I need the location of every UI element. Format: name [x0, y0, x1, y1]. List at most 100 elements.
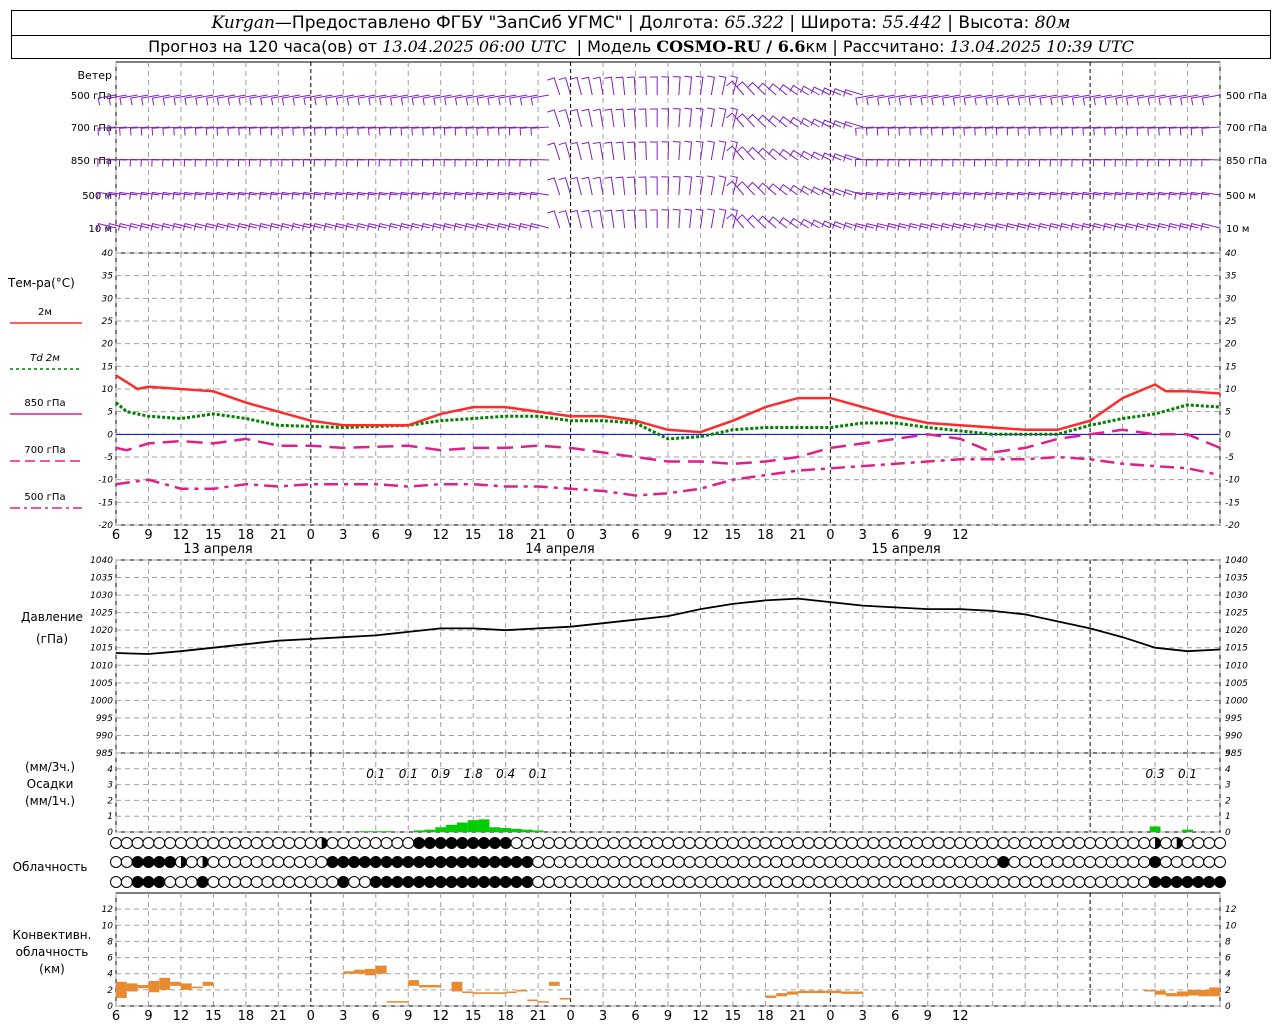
wind-barb — [1082, 94, 1102, 106]
wind-barb — [465, 158, 485, 167]
cloud-symbol — [1051, 837, 1064, 849]
wind-barb — [569, 209, 582, 229]
conv-bar — [364, 968, 376, 976]
wind-barb — [726, 145, 745, 161]
cloud-symbol — [770, 876, 783, 888]
cloud-symbol — [1051, 856, 1064, 868]
wind-barb — [973, 158, 993, 167]
wind-barb — [269, 191, 290, 200]
lon-label: Долгота: — [639, 13, 725, 33]
wind-barb — [509, 94, 528, 106]
cloud-symbol — [423, 856, 436, 868]
wind-barb — [519, 158, 539, 167]
wind-barb — [216, 158, 236, 167]
conv-bar — [462, 991, 474, 994]
cloud-symbol — [607, 856, 620, 868]
cloud-symbol — [120, 837, 133, 849]
conv-bar — [765, 995, 777, 998]
cloud-symbol — [488, 837, 501, 849]
wind-barb — [151, 158, 171, 167]
precip-3h-label: 0.1 — [399, 767, 418, 781]
wind-barb — [173, 94, 192, 106]
wind-barb — [951, 222, 972, 231]
wind-barb — [887, 126, 907, 136]
wind-barb — [581, 209, 593, 229]
wind-barb — [684, 75, 693, 96]
wind-barb — [799, 218, 820, 229]
wind-barb — [626, 176, 637, 196]
wind-barb — [1103, 191, 1123, 200]
cloud-symbol — [975, 856, 988, 868]
wind-barb — [172, 158, 192, 167]
wind-barb — [270, 94, 290, 106]
wind-barb — [389, 126, 409, 136]
wind-barb — [215, 191, 236, 200]
cloud-symbol — [618, 876, 631, 888]
wind-barb — [162, 94, 182, 106]
pressure-title: Давление — [21, 610, 83, 624]
wind-barb — [558, 177, 572, 196]
wind-barb — [530, 94, 550, 106]
wind-barb — [1038, 158, 1058, 167]
cloud-symbol — [672, 837, 685, 849]
wind-barb — [569, 108, 582, 128]
cloud-symbol — [986, 856, 999, 868]
cloud-symbol — [315, 856, 328, 868]
xtick-temp: 9 — [404, 528, 412, 543]
wind-barb — [963, 126, 982, 136]
wind-barb — [367, 158, 387, 167]
wind-barb — [898, 126, 917, 136]
cloud-symbol — [239, 876, 252, 888]
cloud-symbol — [867, 876, 880, 888]
wind-barb — [151, 94, 171, 106]
cloud-symbol — [1170, 876, 1183, 888]
wind-barb — [443, 126, 463, 136]
wind-barb — [875, 222, 896, 231]
cloud-symbol — [348, 837, 361, 849]
cloud-symbol — [532, 856, 545, 868]
cloud-symbol — [575, 837, 588, 849]
wind-level-label-right: 10 м — [1226, 224, 1249, 235]
conv-bar — [787, 991, 798, 995]
cloud-symbol — [142, 856, 155, 868]
conv-bar — [386, 1001, 409, 1003]
cloud-symbol — [878, 856, 891, 868]
conv-bar — [797, 990, 809, 994]
wind-barb — [1135, 222, 1156, 231]
model-unit: км — [805, 36, 828, 56]
wind-barb — [368, 94, 387, 106]
cloud-symbol — [867, 837, 880, 849]
precip-bar — [446, 824, 457, 832]
wind-barb — [908, 222, 928, 231]
wind-barb — [432, 126, 452, 136]
legend-label: 700 гПа — [24, 445, 65, 456]
conv-bar — [116, 981, 127, 998]
wind-barb — [726, 180, 745, 196]
conv-bar — [538, 1001, 549, 1003]
wind-barb — [864, 222, 885, 231]
cloud-symbol — [153, 856, 166, 868]
cloud-symbol — [662, 856, 674, 868]
xtick-temp: 0 — [826, 528, 834, 543]
wind-barb — [443, 191, 463, 200]
wind-barb — [1081, 222, 1102, 231]
wind-barb — [1037, 222, 1058, 231]
wind-barb — [940, 222, 961, 231]
xtick-temp: 18 — [497, 528, 514, 543]
wind-barb — [649, 209, 658, 228]
wind-barb — [248, 191, 268, 200]
wind-barb — [118, 191, 138, 200]
wind-barb — [707, 75, 715, 96]
wind-barb — [518, 222, 539, 231]
cloud-symbol — [781, 837, 794, 849]
conv-bar — [1165, 993, 1177, 997]
wind-barb — [302, 191, 322, 200]
ytick-right-pres: 990 — [1225, 731, 1242, 741]
cloud-symbol — [1105, 876, 1118, 888]
cloud-symbol — [110, 837, 122, 849]
cloud-symbol — [196, 837, 209, 849]
cloud-symbol — [1040, 876, 1053, 888]
cloud-symbol — [856, 837, 869, 849]
wind-barb — [237, 222, 257, 231]
